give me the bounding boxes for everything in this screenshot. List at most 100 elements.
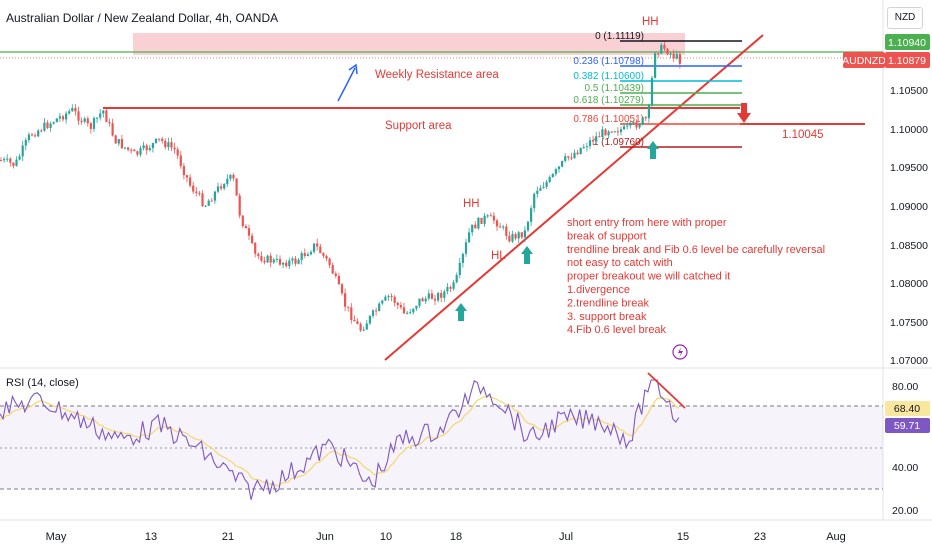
weekly-resistance-zone[interactable]	[133, 33, 685, 55]
price-axis[interactable]: 1.10500 1.10000 1.09500 1.09000 1.08500 1.080…	[890, 85, 928, 367]
candle-body	[452, 282, 455, 289]
candle-body	[610, 131, 613, 133]
candle-body	[49, 123, 52, 128]
candle-body	[319, 246, 322, 254]
candle-body	[542, 186, 545, 189]
symbol-badge	[843, 52, 885, 68]
candle-body	[579, 147, 582, 154]
note-line: 3. support break	[567, 311, 647, 323]
candle-body	[561, 160, 564, 167]
hl-label[interactable]: HL	[491, 250, 506, 262]
candle-body	[158, 138, 161, 140]
candle-body	[185, 175, 189, 178]
time-tick-label: 13	[145, 531, 157, 543]
candle-body	[68, 111, 71, 114]
candle-body	[647, 104, 650, 119]
candle-body	[334, 273, 337, 276]
symbol-price-text: 1.10879	[888, 55, 926, 67]
rsi-divergence-line[interactable]	[647, 372, 686, 409]
time-tick-label: 21	[222, 531, 234, 543]
candle-body	[486, 215, 489, 217]
trade-note[interactable]: short entry from here with proper break …	[567, 217, 825, 336]
note-line: not easy to catch with	[567, 257, 673, 269]
candle-body	[368, 315, 371, 324]
candle-body	[381, 300, 384, 304]
candle-body	[492, 215, 495, 221]
candle-body	[257, 253, 260, 257]
candle-body	[89, 123, 92, 129]
candle-body	[108, 122, 111, 124]
candle-body	[272, 259, 275, 263]
rsi-line[interactable]	[0, 379, 680, 500]
candle-body	[192, 185, 195, 192]
symbol-price-badge	[885, 52, 930, 68]
candle-body	[220, 186, 223, 189]
hh-mid-label[interactable]: HH	[463, 198, 480, 210]
candle-body	[418, 298, 421, 306]
candle-body	[675, 54, 678, 59]
candle-body	[204, 205, 207, 207]
support-area-label[interactable]: Support area	[385, 120, 452, 132]
candle-body	[269, 255, 272, 263]
candle-body	[508, 235, 511, 242]
hh-top-label[interactable]: HH	[642, 16, 659, 28]
fib-level-label: 0.786 (1.10051)	[573, 114, 644, 125]
candle-body	[545, 181, 548, 187]
candle-body	[123, 147, 127, 149]
candle-body	[666, 48, 669, 55]
price-tick-label: 1.09000	[890, 201, 928, 213]
fib-retracement[interactable]: 0 (1.11119) 0.236 (1.10798) 0.382 (1.10600…	[573, 31, 742, 148]
candle-body	[570, 157, 573, 159]
price-tick-label: 1.07500	[890, 317, 928, 329]
candle-body	[102, 110, 105, 114]
price-tick-label: 1.10500	[890, 85, 928, 97]
candle-body	[430, 293, 433, 299]
ascending-trendline[interactable]	[384, 34, 764, 361]
symbol-title[interactable]: Australian Dollar / New Zealand Dollar, …	[6, 11, 279, 25]
fib-level-label: 0.236 (1.10798)	[573, 56, 644, 67]
candle-body	[229, 174, 232, 179]
candle-body	[18, 156, 21, 160]
current-price-badge	[885, 34, 930, 50]
candle-body	[322, 253, 325, 256]
rsi-moving-average-line[interactable]	[0, 395, 680, 487]
candle-body	[74, 107, 77, 112]
candle-body	[46, 122, 49, 128]
weekly-resistance-label[interactable]: Weekly Resistance area	[375, 69, 499, 81]
candle-body	[275, 258, 278, 260]
candle-body	[387, 295, 390, 297]
candle-body	[226, 178, 229, 184]
candle-body	[412, 308, 415, 313]
note-line: trendline break and Fib 0.6 level be car…	[567, 244, 825, 256]
candle-body	[201, 193, 204, 207]
currency-selector[interactable]: NZD	[887, 7, 923, 29]
candle-body	[139, 148, 142, 155]
candle-body	[393, 296, 396, 303]
candle-body	[557, 166, 561, 170]
candle-body	[247, 228, 251, 236]
candle-body	[313, 243, 316, 252]
candle-body	[37, 130, 40, 137]
candle-body	[446, 287, 449, 292]
candle-body	[601, 129, 604, 137]
candle-body	[511, 234, 514, 242]
candle-body	[251, 235, 254, 244]
candle-body	[592, 140, 595, 142]
candle-body	[179, 155, 182, 167]
candle-body	[399, 305, 402, 308]
candle-body	[650, 77, 654, 105]
support-price-label[interactable]: 1.10045	[782, 129, 824, 141]
time-axis[interactable]: May 13 21 Jun 10 18 Jul 15 23 Aug	[46, 531, 846, 543]
candlestick-series[interactable]	[0, 41, 681, 332]
candle-body	[198, 192, 201, 194]
rsi-axis[interactable]: 80.00 40.00 20.00	[892, 381, 918, 517]
fib-level-label: 0.618 (1.10279)	[573, 95, 644, 106]
candle-body	[523, 230, 526, 238]
lightning-icon[interactable]	[672, 344, 688, 360]
candle-body	[309, 251, 313, 255]
rsi-title[interactable]: RSI (14, close)	[6, 377, 79, 389]
candle-body	[244, 226, 247, 229]
candle-body	[127, 147, 130, 150]
time-tick-label: Jun	[316, 531, 334, 543]
